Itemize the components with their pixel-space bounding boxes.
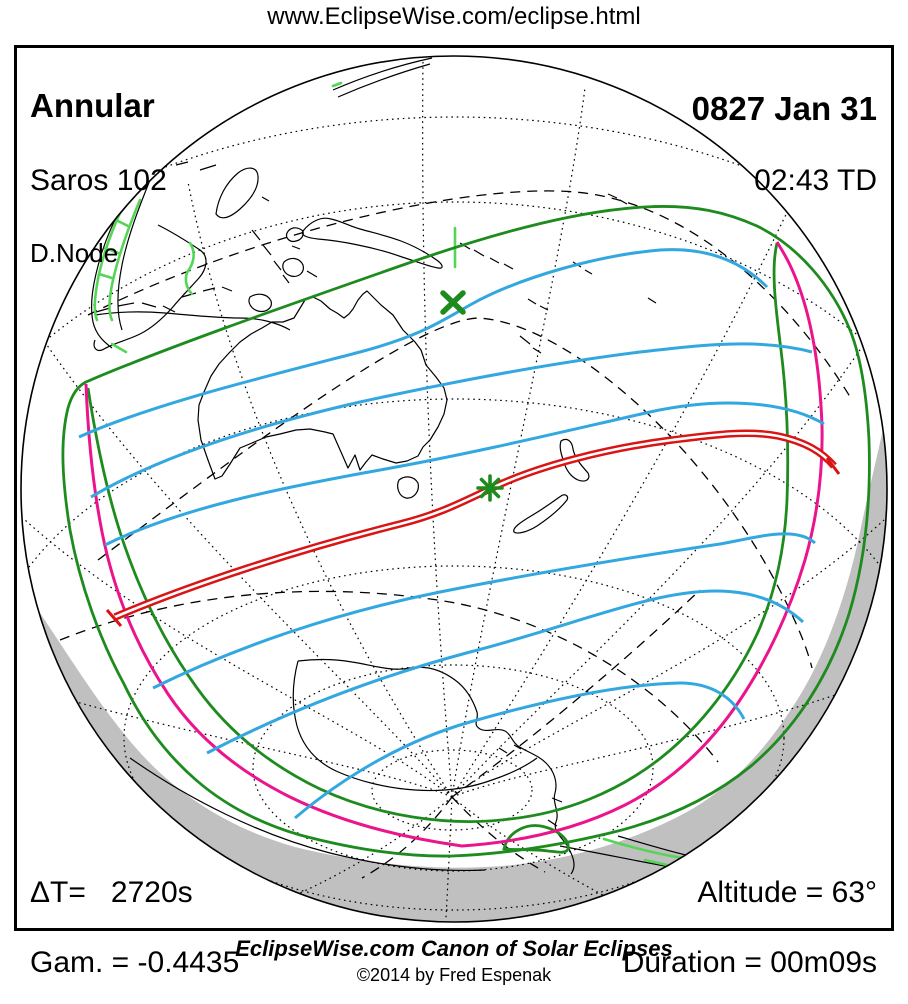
eclipse-info-top-left: Annular Saros 102 D.Node	[30, 57, 167, 282]
penumbral-limit-outer	[61, 205, 871, 858]
central-path	[105, 429, 841, 627]
greatest-eclipse-marker	[476, 474, 504, 502]
graticule-meridians	[24, 59, 885, 919]
eclipse-date-label: 0827 Jan 31	[691, 90, 877, 127]
coast-highlight-lines	[93, 81, 684, 867]
gamma-label: Gam. = -0.4435	[30, 946, 240, 979]
eclipse-info-bottom-right: Altitude = 63° Duration = 00m09s	[623, 846, 877, 1002]
penumbral-limit-inner	[86, 242, 790, 823]
magnitude-contours	[78, 248, 825, 820]
eclipse-type-label: Annular	[30, 87, 155, 124]
eclipse-info-bottom-left: ΔT= 2720s Gam. = -0.4435	[30, 846, 239, 1002]
saros-label: Saros 102	[30, 164, 167, 197]
header-url: www.EclipseWise.com/eclipse.html	[267, 3, 641, 30]
penumbral-limit-small-loop	[502, 824, 570, 854]
footer-title: EclipseWise.com Canon of Solar Eclipses	[235, 936, 673, 961]
sunrise-sunset-curve	[84, 241, 824, 848]
altitude-label: Altitude = 63°	[697, 876, 877, 909]
map-frame-border	[14, 45, 894, 931]
delta-t-label: ΔT= 2720s	[30, 876, 193, 909]
globe-limb	[20, 55, 888, 923]
subsolar-point-marker	[440, 290, 466, 315]
duration-label: Duration = 00m09s	[622, 946, 877, 979]
footer-copyright: ©2014 by Fred Espenak	[356, 965, 552, 985]
eclipse-time-label: 02:43 TD	[754, 164, 877, 197]
graticule-parallels	[21, 116, 887, 922]
eclipse-info-top-right: 0827 Jan 31 02:43 TD	[692, 60, 877, 212]
node-label: D.Node	[30, 238, 119, 268]
